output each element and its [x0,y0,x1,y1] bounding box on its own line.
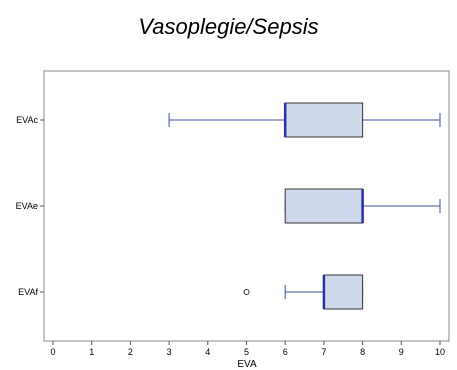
boxes-layer [168,102,441,310]
x-tick-label: 7 [321,347,326,357]
x-tick-label: 8 [360,347,365,357]
x-tick-label: 3 [167,347,172,357]
box-EVAc [168,102,441,138]
x-tick-label: 1 [89,347,94,357]
box-EVAf [243,274,364,310]
x-axis: 0 1 2 3 4 5 6 7 8 9 10 [50,341,445,357]
iqr-box [284,188,364,224]
outlier-point [243,289,250,295]
x-tick-label: 9 [399,347,404,357]
y-tick-label: EVAc [16,115,38,125]
y-tick-label: EVAf [18,287,38,297]
x-tick-label: 0 [50,347,55,357]
iqr-box [284,102,364,138]
chart-title: Vasoplegie/Sepsis [138,14,319,39]
box-EVAe [284,188,441,224]
x-tick-label: 2 [128,347,133,357]
y-axis: EVAc EVAe EVAf [16,115,44,297]
iqr-box [323,274,364,310]
x-tick-label: 10 [435,347,445,357]
x-axis-label: EVA [237,359,257,370]
x-tick-label: 6 [283,347,288,357]
x-tick-label: 5 [244,347,249,357]
x-tick-label: 4 [205,347,210,357]
y-tick-label: EVAe [16,201,38,211]
